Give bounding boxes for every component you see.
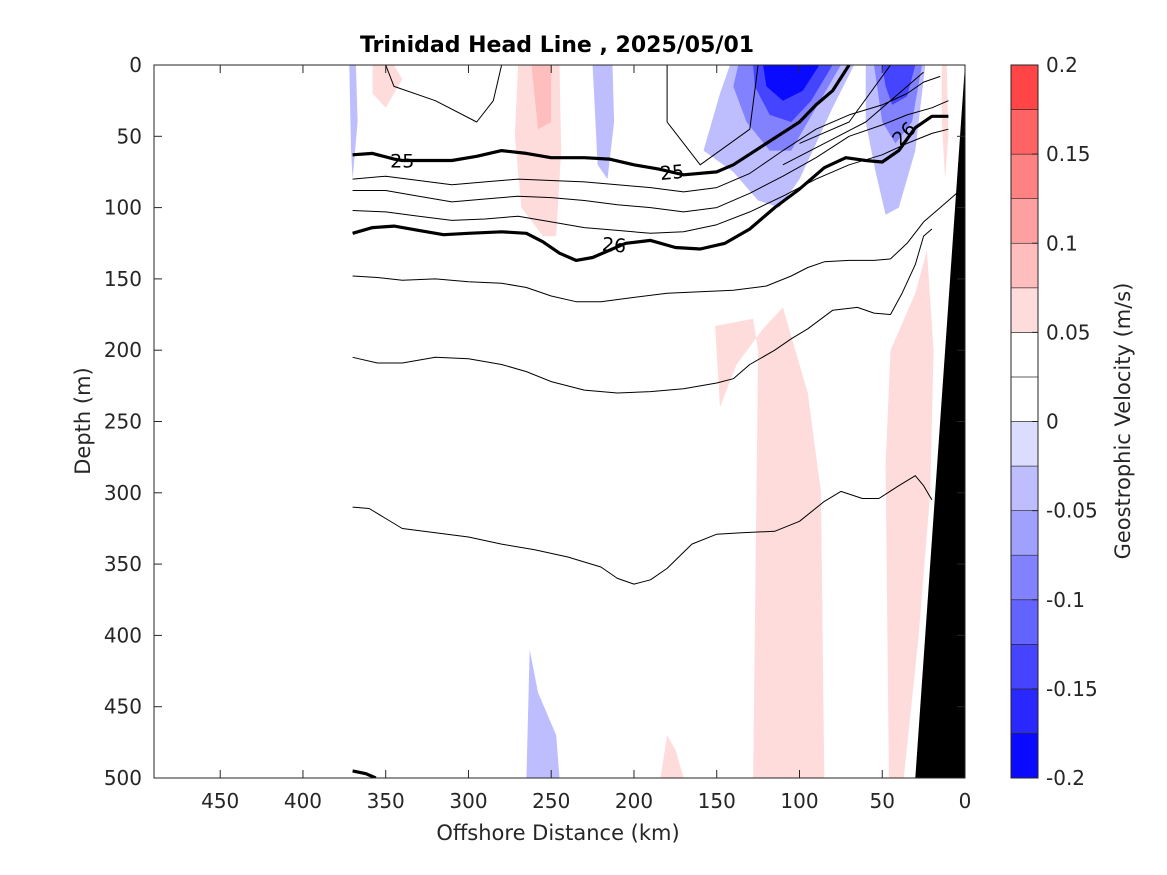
colorbar-band-0 [1010,733,1039,779]
colorbar-band-13 [1010,153,1039,199]
velocity-patch-14 [941,65,949,180]
x-tick-label-8: 50 [870,789,895,813]
velocity-patch-4 [592,65,615,180]
density-contour-10 [352,228,933,394]
colorbar-ticks: 0.2 0.15 0.1 0.05 0 -0.05 -0.1 -0.15 -0.2 [1032,53,1098,790]
density-contour-8 [352,114,949,262]
x-axis-ticks: 450 400 350 300 250 200 150 100 50 0 [201,65,971,813]
y-tick-label-8: 400 [104,623,142,647]
colorbar-band-3 [1010,599,1039,645]
y-tick-label-5: 250 [104,410,142,434]
y-tick-label-6: 300 [104,481,142,505]
density-contours [352,65,958,778]
contour-label-2: 26 [601,234,627,258]
colorbar-tick-label-4: 0 [1046,410,1059,434]
x-tick-label-3: 300 [449,789,487,813]
velocity-patch-0 [349,65,358,180]
colorbar-band-11 [1010,242,1039,289]
contour-label-0: 25 [390,151,414,173]
velocity-patch-15 [660,735,684,778]
density-contour-6 [352,100,949,213]
contour-label-1: 25 [659,161,685,185]
x-tick-label-6: 150 [698,789,736,813]
density-contour-4 [352,65,851,177]
density-contour-5 [352,75,941,193]
y-axis-label: Depth (m) [71,367,95,474]
colorbar [1010,64,1039,779]
x-tick-label-1: 400 [284,789,322,813]
colorbar-band-7 [1010,421,1039,467]
colorbar-band-12 [1010,198,1039,244]
colorbar-tick-label-7: -0.15 [1046,677,1098,701]
density-contour-9 [352,192,958,303]
y-tick-label-4: 200 [104,338,142,362]
colorbar-band-8 [1010,376,1039,422]
y-axis-ticks: 0 50 100 150 200 250 300 350 400 450 500 [104,53,965,790]
y-tick-label-10: 500 [104,766,142,790]
velocity-patches [349,65,949,778]
y-tick-label-0: 0 [129,53,142,77]
density-contour-1 [666,65,759,166]
colorbar-tick-label-6: -0.1 [1046,588,1085,612]
colorbar-band-2 [1010,644,1039,690]
colorbar-band-1 [1010,688,1039,734]
density-contour-12 [352,769,377,778]
colorbar-band-10 [1010,287,1039,333]
colorbar-band-9 [1010,332,1039,378]
density-contour-0 [385,65,503,123]
colorbar-band-15 [1010,64,1039,110]
x-tick-label-9: 0 [959,789,972,813]
velocity-patch-1 [372,65,403,108]
velocity-patch-16 [778,735,787,778]
colorbar-tick-label-8: -0.2 [1046,766,1085,790]
y-tick-label-9: 450 [104,695,142,719]
velocity-patch-3 [531,65,552,130]
colorbar-tick-label-0: 0.2 [1046,53,1078,77]
y-tick-label-2: 100 [104,196,142,220]
velocity-patch-13 [885,250,934,778]
x-tick-label-5: 200 [615,789,653,813]
velocity-patch-8 [763,65,820,101]
bathymetry-shape [915,65,965,778]
colorbar-band-4 [1010,554,1039,601]
density-contour-7 [352,128,949,234]
x-tick-label-4: 250 [532,789,570,813]
y-tick-label-7: 350 [104,552,142,576]
colorbar-frame [1010,64,1039,779]
colorbar-tick-label-5: -0.05 [1046,499,1098,523]
velocity-patch-17 [526,649,560,778]
bathymetry [915,65,965,778]
colorbar-tick-label-2: 0.1 [1046,231,1078,255]
colorbar-band-14 [1010,109,1039,155]
density-contour-2 [799,65,891,144]
x-tick-label-7: 100 [780,789,818,813]
velocity-patch-12 [715,307,825,778]
colorbar-label: Geostrophic Velocity (m/s) [1111,283,1135,560]
colorbar-tick-label-3: 0.05 [1046,320,1091,344]
colorbar-band-6 [1010,465,1039,511]
density-contour-11 [352,475,933,585]
density-contour-3 [782,71,924,166]
x-tick-label-2: 350 [367,789,405,813]
colorbar-tick-label-1: 0.15 [1046,142,1091,166]
chart-title: Trinidad Head Line , 2025/05/01 [360,33,754,58]
y-tick-label-1: 50 [117,124,142,148]
colorbar-band-5 [1010,510,1039,556]
velocity-patch-11 [882,65,916,105]
x-tick-label-0: 450 [201,789,239,813]
y-tick-label-3: 150 [104,267,142,291]
x-axis-label: Offshore Distance (km) [436,821,679,845]
